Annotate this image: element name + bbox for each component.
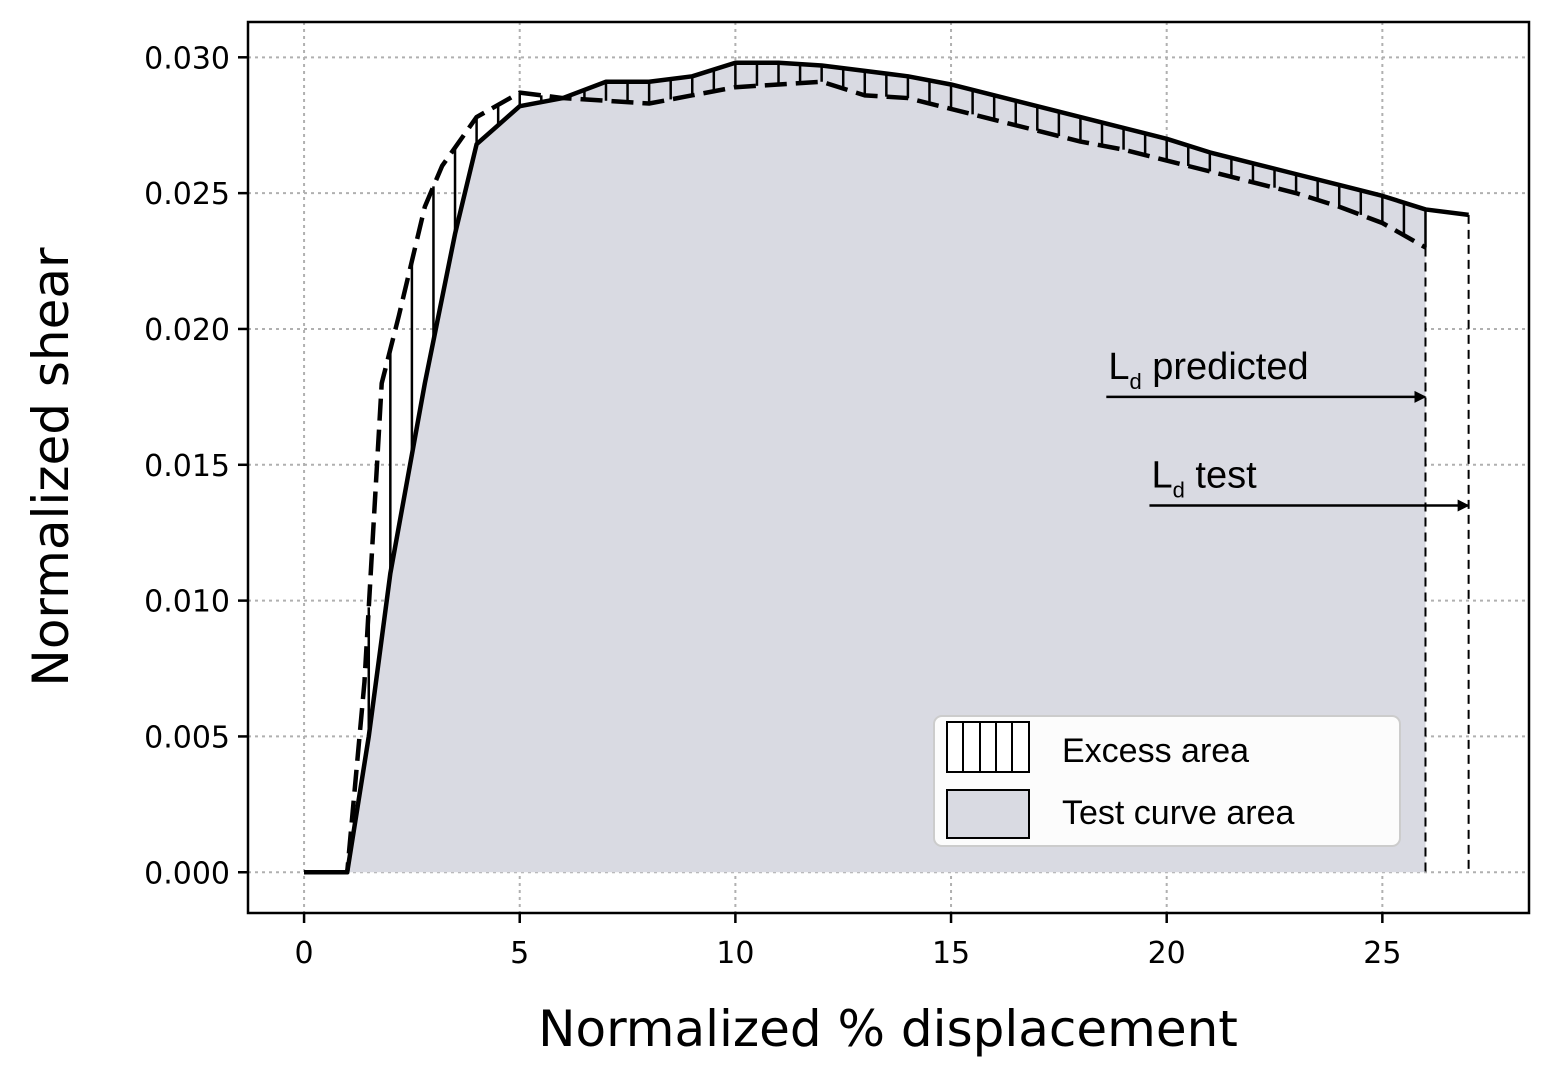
- test-curve-area: [304, 62, 1426, 873]
- x-tick-label: 10: [716, 936, 754, 971]
- legend: Excess area Test curve area: [933, 715, 1401, 847]
- legend-label-excess: Excess area: [1062, 732, 1249, 770]
- legend-label-test-area: Test curve area: [1062, 794, 1295, 832]
- y-tick-label: 0.030: [144, 41, 230, 76]
- annotation-label-0: Ld predicted: [1108, 346, 1308, 394]
- y-tick-label: 0.015: [144, 449, 230, 484]
- x-tick-label: 0: [295, 936, 314, 971]
- y-tick-label: 0.000: [144, 856, 230, 891]
- end-lines: [1424, 214, 1470, 873]
- annotation-label-1: Ld test: [1151, 455, 1257, 503]
- y-tick-label: 0.025: [144, 177, 230, 212]
- legend-swatch-excess: [946, 721, 1030, 773]
- y-axis-label: Normalized shear: [22, 247, 80, 687]
- plot-frame: [246, 20, 1531, 915]
- series-predicted-curve: [304, 79, 1427, 875]
- x-tick-label: 20: [1148, 936, 1186, 971]
- x-tick-label: 15: [932, 936, 970, 971]
- x-tick-label: 5: [510, 936, 529, 971]
- areas: [304, 62, 1427, 873]
- y-tick-label: 0.005: [144, 720, 230, 755]
- x-axis: 0 5 10 15 20 25: [295, 913, 1401, 971]
- series-test-curve: [304, 60, 1469, 875]
- y-tick-label: 0.010: [144, 585, 230, 620]
- series: [304, 60, 1469, 875]
- x-tick-label: 25: [1363, 936, 1401, 971]
- legend-box: [933, 715, 1401, 847]
- legend-swatch-test-area: [946, 789, 1030, 839]
- y-axis: 0.000 0.005 0.010 0.015 0.020 0.025 0.030: [144, 41, 248, 891]
- y-tick-label: 0.020: [144, 313, 230, 348]
- excess-area-hatch: [367, 62, 1427, 737]
- x-axis-label: Normalized % displacement: [538, 1000, 1238, 1058]
- annotations: Ld predicted Ld test: [1106, 346, 1470, 512]
